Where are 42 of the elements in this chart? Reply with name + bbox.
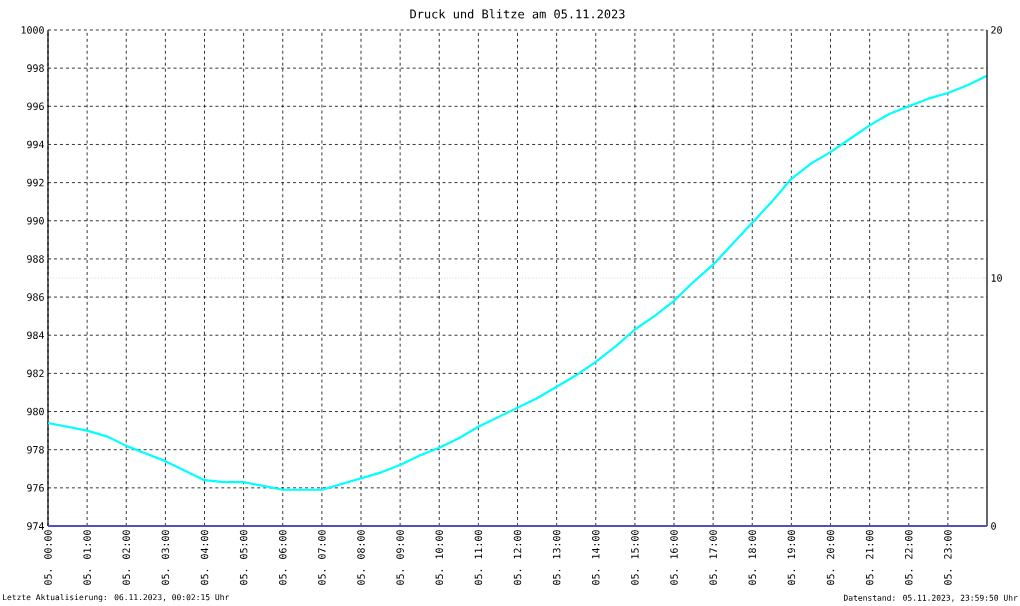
x-tick-label: 05. 22:00: [904, 530, 913, 585]
y-tick-label: 998: [27, 64, 44, 72]
y-tick-label: 1000: [21, 26, 44, 34]
x-tick-label: 05. 16:00: [670, 530, 678, 585]
chart-title: Druck und Blitze am 05.11.2023: [410, 9, 625, 19]
x-tick-label: 05. 08:00: [357, 530, 365, 585]
x-tick-label: 05. 13:00: [552, 530, 561, 585]
y-tick-label: 974: [27, 522, 45, 530]
x-tick-label: 05. 06:00: [278, 530, 287, 585]
x-tick-label: 05. 07:00: [318, 530, 326, 585]
x-tick-label: 05. 10:00: [435, 530, 444, 585]
y-tick-label: 982: [27, 369, 44, 378]
x-tick-label: 05. 15:00: [631, 530, 639, 585]
x-tick-label: 05. 19:00: [787, 530, 796, 585]
x-tick-label: 05. 17:00: [709, 530, 717, 585]
y-tick-label: 990: [27, 216, 44, 225]
x-tick-label: 05. 05:00: [239, 530, 248, 585]
x-tick-label: 05. 21:00: [865, 530, 874, 585]
x-tick-label: 05. 14:00: [591, 530, 600, 585]
x-tick-label: 05. 00:00: [44, 530, 52, 585]
x-tick-label: 05. 20:00: [826, 530, 835, 585]
y-tick-label: 986: [27, 293, 44, 301]
x-tick-label: 05. 01:00: [83, 530, 91, 585]
y2-tick-label: 0: [991, 522, 996, 530]
y-tick-label: 984: [27, 331, 45, 339]
x-tick-label: 05. 18:00: [748, 530, 757, 585]
y-tick-label: 994: [27, 140, 45, 149]
x-tick-label: 05. 09:00: [396, 530, 404, 585]
y-tick-label: 992: [27, 178, 44, 187]
x-tick-label: 05. 11:00: [474, 530, 483, 585]
y2-tick-label: 10: [991, 274, 1002, 282]
x-tick-label: 05. 12:00: [513, 530, 522, 585]
x-tick-label: 05. 04:00: [200, 530, 209, 585]
y-tick-label: 980: [27, 407, 44, 416]
x-tick-label: 05. 03:00: [161, 530, 170, 585]
y-tick-label: 988: [27, 255, 44, 263]
x-tick-label: 05. 02:00: [122, 530, 131, 585]
y-tick-label: 978: [27, 445, 44, 454]
y-tick-label: 996: [27, 102, 44, 111]
y2-tick-label: 20: [991, 26, 1002, 34]
x-tick-label: 05. 23:00: [944, 530, 952, 585]
y-tick-label: 976: [27, 484, 44, 492]
